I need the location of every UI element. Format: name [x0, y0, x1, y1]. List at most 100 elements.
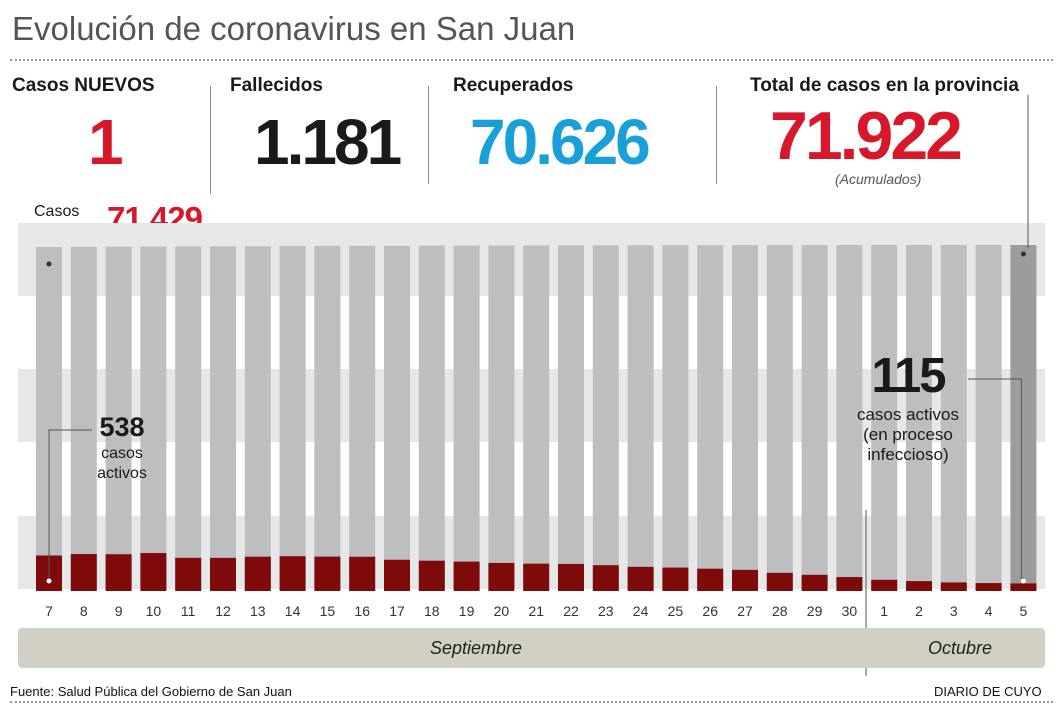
active-cases-bar: [836, 577, 863, 591]
leader-line: [968, 378, 1024, 579]
total-cases-bar: [906, 245, 932, 591]
end-active-line1: casos activos: [856, 405, 960, 424]
casos-nuevos-label: Casos NUEVOS: [12, 75, 155, 96]
active-cases-bar: [732, 569, 758, 591]
x-tick-label: 27: [737, 603, 753, 619]
x-tick-label: 4: [985, 603, 993, 619]
leader-dot: [46, 261, 52, 267]
total-cases-bar: [871, 245, 898, 591]
active-cases-bar: [871, 579, 898, 591]
active-cases-bar: [662, 567, 689, 591]
active-cases-bar: [140, 553, 167, 591]
x-tick-label: 29: [807, 603, 823, 619]
active-cases-bar: [453, 561, 480, 591]
total-cases-bar: [105, 246, 132, 592]
recuperados-value: 70.626: [470, 106, 651, 178]
active-cases-bar: [627, 566, 654, 591]
leader-dot: [1020, 251, 1026, 257]
acumulados-note: (Acumulados): [835, 171, 922, 187]
active-cases-bar: [1010, 583, 1037, 591]
x-tick-label: 9: [115, 603, 123, 619]
start-active-value: 538: [99, 412, 145, 442]
active-cases-bar: [279, 556, 306, 591]
total-cases-bar: [592, 245, 619, 591]
active-cases-bar: [523, 563, 550, 591]
total-cases-bar: [384, 245, 410, 591]
x-tick-label: 28: [772, 603, 788, 619]
x-tick-label: 17: [389, 603, 405, 619]
total-cases-bar: [697, 245, 724, 591]
start-active-line1: casos: [101, 445, 143, 462]
active-cases-bar: [175, 557, 202, 591]
x-tick-label: 8: [80, 603, 88, 619]
total-cases-bar: [1010, 245, 1037, 591]
x-tick-label: 30: [842, 603, 858, 619]
active-cases-bar: [418, 560, 445, 591]
x-tick-label: 19: [459, 603, 475, 619]
x-tick-label: 24: [633, 603, 649, 619]
x-tick-label: 2: [915, 603, 923, 619]
active-cases-bar: [697, 568, 724, 591]
active-cases-bar: [314, 556, 341, 591]
month-octubre: Octubre: [928, 638, 993, 658]
stat-divider-1: [210, 86, 211, 194]
end-active-line2: (en proceso: [863, 425, 953, 444]
total-cases-bar: [349, 245, 376, 592]
active-cases-bar: [384, 559, 410, 591]
end-active-line3: infeccioso): [867, 445, 949, 464]
x-tick-label: 14: [285, 603, 301, 619]
total-cases-bar: [453, 245, 480, 592]
x-tick-label: 16: [354, 603, 370, 619]
active-cases-bar: [801, 574, 828, 591]
active-cases-bar: [592, 565, 619, 591]
active-cases-bar: [940, 582, 967, 591]
x-tick-label: 1: [880, 603, 888, 619]
active-cases-bar: [766, 572, 793, 591]
active-cases-bar: [906, 581, 932, 591]
x-tick-label: 15: [320, 603, 336, 619]
total-cases-bar: [801, 245, 828, 591]
total-cases-bar: [70, 246, 97, 591]
recuperados-label: Recuperados: [453, 75, 574, 96]
source-note: Fuente: Salud Pública del Gobierno de Sa…: [10, 684, 292, 699]
start-active-line2: activos: [97, 465, 147, 482]
x-tick-label: 5: [1020, 603, 1028, 619]
total-cases-bar: [766, 245, 793, 591]
casos-totales-label-1: Casos: [34, 203, 80, 220]
active-cases-bar: [244, 556, 271, 591]
total-cases-bar: [244, 246, 271, 591]
total-cases-bar: [314, 245, 341, 591]
x-tick-label: 25: [668, 603, 684, 619]
x-tick-label: 13: [250, 603, 266, 619]
stat-divider-2: [428, 86, 429, 184]
total-cases-bar: [627, 245, 654, 591]
leader-dot: [46, 578, 52, 584]
casos-nuevos-value: 1: [88, 106, 124, 178]
active-cases-bar: [70, 554, 97, 591]
total-cases-bar: [418, 245, 445, 591]
total-cases-bar: [732, 245, 758, 591]
title-divider: [10, 59, 1053, 61]
x-tick-label: 23: [598, 603, 614, 619]
total-cases-bar: [488, 245, 515, 591]
total-cases-bar: [279, 246, 306, 591]
leader-line: [48, 429, 92, 578]
chart-title: Evolución de coronavirus en San Juan: [12, 10, 576, 47]
x-tick-label: 21: [528, 603, 544, 619]
fallecidos-label: Fallecidos: [230, 75, 323, 96]
total-cases-bar: [175, 246, 202, 591]
x-tick-label: 20: [494, 603, 510, 619]
x-tick-label: 18: [424, 603, 440, 619]
x-tick-label: 26: [702, 603, 718, 619]
active-cases-bar: [975, 583, 1002, 591]
active-cases-bar: [558, 563, 584, 591]
month-band: [18, 628, 1045, 668]
total-cases-bar: [558, 245, 584, 591]
x-tick-label: 12: [215, 603, 231, 619]
x-tick-label: 7: [45, 603, 53, 619]
x-tick-label: 22: [563, 603, 579, 619]
footer-divider: [10, 701, 1053, 703]
total-casos-label: Total de casos en la provincia: [750, 75, 1019, 96]
total-cases-bar: [523, 245, 550, 591]
